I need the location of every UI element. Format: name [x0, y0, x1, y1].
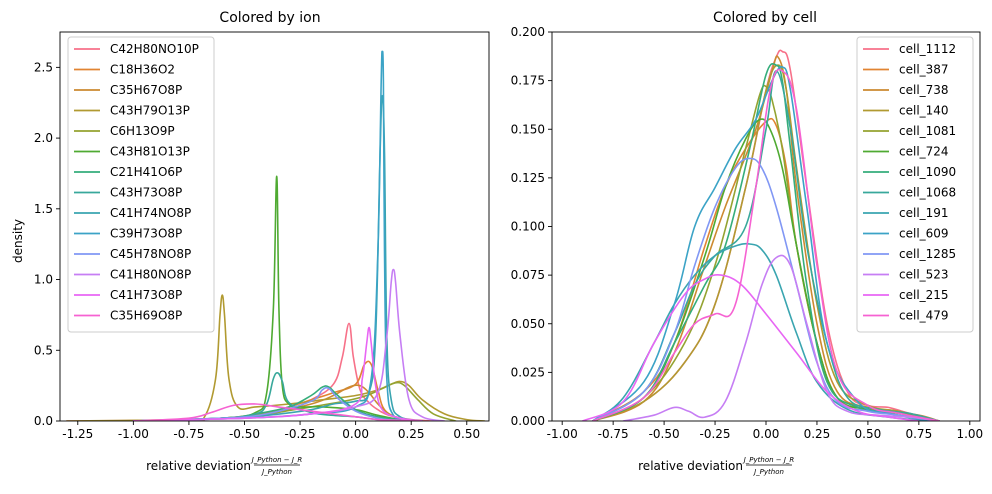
- left-plot-area: -1.25 -1.00 -0.75 -0.50 -0.25 0.00 0.25 0.50 0.0…: [34, 31, 490, 441]
- right-plot-area: -1.00 -0.75 -0.50 -0.25 0.00 0.25 0.50 0.75 1.00…: [511, 25, 984, 441]
- left-legend-label: C18H36O2: [110, 63, 175, 77]
- left-x-tick-label: -0.25: [285, 427, 316, 441]
- left-x-tick-label: 0.00: [342, 427, 369, 441]
- left-x-axis-label-denominator: J_Python: [260, 468, 292, 476]
- left-legend: C42H80NO10P C18H36O2 C35H67O8P C43H79O13P C6…: [67, 36, 215, 333]
- right-series-line-cell_1090: [592, 62, 930, 421]
- left-y-tick-label: 0.0: [34, 414, 53, 428]
- left-series-line-C43H81O13P: [132, 175, 424, 421]
- left-x-axis-label-numerator: J_Python − J_R: [250, 456, 303, 464]
- right-legend-label: cell_191: [899, 206, 949, 220]
- right-legend-label: cell_1081: [899, 124, 956, 138]
- right-legend: cell_1112 cell_387 cell_738 cell_140 cell_10…: [856, 36, 974, 333]
- right-x-tick-label: 1.00: [956, 427, 983, 441]
- left-legend-label: C45H78NO8P: [110, 247, 191, 261]
- right-legend-label: cell_1090: [899, 165, 956, 179]
- left-legend-box: [67, 36, 215, 333]
- left-series-line-C35H69O8P: [132, 403, 424, 421]
- left-series-line-C43H79O13P: [65, 294, 486, 421]
- right-x-tick-label: 0.00: [753, 427, 780, 441]
- left-chart-title: Colored by ion: [219, 10, 320, 26]
- left-series-lines: [65, 50, 486, 421]
- right-x-axis-label-denominator: J_Python: [752, 468, 784, 476]
- left-x-tick-label: 0.25: [398, 427, 425, 441]
- left-series-line-C42H80NO10P: [65, 322, 435, 421]
- right-x-tick-label: 0.25: [804, 427, 831, 441]
- left-legend-label: C41H74NO8P: [110, 206, 191, 220]
- right-legend-label: cell_523: [899, 268, 949, 282]
- right-chart: Colored by cell relative deviation J_Pyt…: [511, 10, 984, 476]
- right-y-tick-label: 0.025: [511, 365, 545, 379]
- right-x-tick-label: -0.50: [649, 427, 680, 441]
- left-series-line-C41H73O8P: [132, 326, 424, 421]
- left-legend-label: C41H73O8P: [110, 288, 182, 302]
- right-y-tick-label: 0.050: [511, 317, 545, 331]
- right-x-tick-label: 0.75: [905, 427, 932, 441]
- right-y-tick-label: 0.100: [511, 220, 545, 234]
- right-series-line-cell_479: [592, 68, 940, 421]
- right-x-axis-label-prefix: relative deviation: [638, 459, 743, 473]
- right-legend-label: cell_215: [899, 288, 949, 302]
- right-x-tick-label: -1.00: [547, 427, 578, 441]
- left-x-tick-label: -0.50: [229, 427, 260, 441]
- right-legend-label: cell_387: [899, 63, 949, 77]
- left-y-axis-label: density: [11, 219, 25, 263]
- right-legend-label: cell_724: [899, 145, 949, 159]
- left-legend-label: C35H69O8P: [110, 309, 182, 323]
- left-y-tick-label: 1.0: [34, 273, 53, 287]
- left-y-tick-label: 1.5: [34, 202, 53, 216]
- left-legend-label: C6H13O9P: [110, 124, 175, 138]
- right-series-line-cell_523: [622, 254, 940, 421]
- left-series-line-C45H78NO8P: [132, 386, 401, 421]
- right-y-tick-label: 0.200: [511, 25, 545, 39]
- left-legend-label: C41H80NO8P: [110, 268, 191, 282]
- right-x-tick-label: 0.50: [855, 427, 882, 441]
- left-axes-frame: [59, 31, 490, 422]
- right-y-tick-label: 0.150: [511, 122, 545, 136]
- right-x-tick-label: -0.25: [700, 427, 731, 441]
- left-legend-label: C43H73O8P: [110, 186, 182, 200]
- right-legend-label: cell_1068: [899, 186, 956, 200]
- left-y-tick-label: 0.5: [34, 343, 53, 357]
- left-legend-label: C43H81O13P: [110, 145, 190, 159]
- right-series-line-cell_724: [592, 118, 940, 421]
- right-legend-label: cell_738: [899, 83, 949, 97]
- left-legend-label: C39H73O8P: [110, 227, 182, 241]
- right-x-tick-label: -0.75: [598, 427, 629, 441]
- right-x-axis-label: relative deviation J_Python − J_R J_Pyth…: [638, 456, 794, 476]
- right-series-line-cell_215: [581, 273, 920, 421]
- left-legend-label: C21H41O6P: [110, 165, 182, 179]
- left-y-tick-label: 2.0: [34, 131, 53, 145]
- left-legend-label: C43H79O13P: [110, 104, 190, 118]
- left-legend-label: C35H67O8P: [110, 83, 182, 97]
- left-x-tick-label: -1.00: [118, 427, 149, 441]
- right-y-tick-label: 0.125: [511, 171, 545, 185]
- right-series-lines: [581, 49, 940, 421]
- right-legend-label: cell_140: [899, 104, 949, 118]
- left-legend-label: C42H80NO10P: [110, 42, 199, 56]
- left-x-axis-label-prefix: relative deviation: [146, 459, 251, 473]
- right-legend-label: cell_1285: [899, 247, 956, 261]
- right-y-tick-label: 0.075: [511, 268, 545, 282]
- left-chart: Colored by ion density relative deviatio…: [11, 10, 490, 476]
- right-y-tick-label: 0.000: [511, 414, 545, 428]
- right-chart-title: Colored by cell: [713, 10, 817, 26]
- right-y-tick-label: 0.175: [511, 74, 545, 88]
- right-legend-label: cell_1112: [899, 42, 956, 56]
- left-x-tick-label: -0.75: [173, 427, 204, 441]
- left-x-axis-label: relative deviation J_Python − J_R J_Pyth…: [146, 456, 302, 476]
- left-x-tick-label: -1.25: [62, 427, 93, 441]
- right-legend-label: cell_479: [899, 309, 949, 323]
- left-x-tick-label: 0.50: [453, 427, 480, 441]
- left-y-tick-label: 2.5: [34, 60, 53, 74]
- right-x-axis-label-numerator: J_Python − J_R: [742, 456, 795, 464]
- right-legend-label: cell_609: [899, 227, 949, 241]
- right-series-line-cell_1285: [592, 157, 940, 421]
